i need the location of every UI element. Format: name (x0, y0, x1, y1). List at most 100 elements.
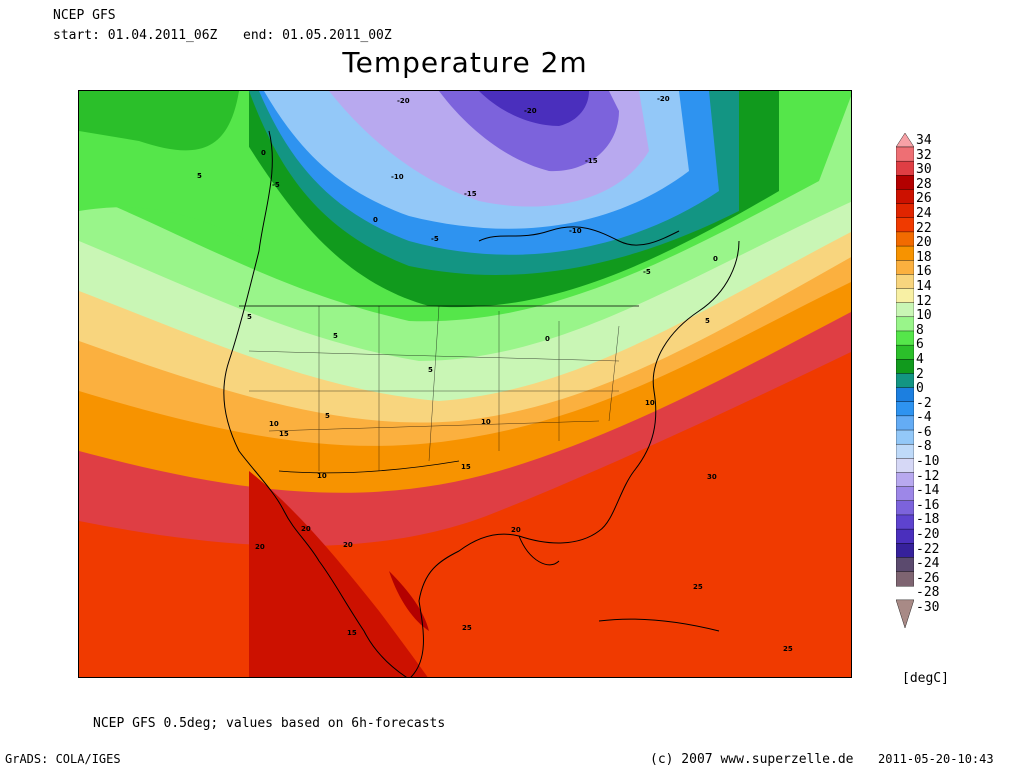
colorbar-label: 20 (916, 235, 932, 251)
colorbar-label: -8 (916, 439, 932, 455)
colorbar-label: 30 (916, 162, 932, 178)
contour-label: -10 (391, 173, 404, 181)
colorbar-label: -12 (916, 468, 940, 484)
contour-label: -10 (569, 227, 582, 235)
band-mexico-28 (389, 571, 429, 631)
contour-label: 5 (197, 172, 202, 180)
software-credit: GrADS: COLA/IGES (5, 752, 121, 766)
contour-label: 10 (269, 420, 279, 428)
colorbar-label: 24 (916, 205, 932, 221)
hudson-bay-coast (478, 226, 680, 246)
copyright: (c) 2007 www.superzelle.de (650, 752, 854, 767)
contour-label: 5 (333, 332, 338, 340)
contour-label: 10 (317, 472, 327, 480)
colorbar-swatch (896, 302, 914, 318)
colorbar-swatch (896, 415, 914, 431)
colorbar-label: -6 (916, 424, 932, 440)
contour-label: 0 (261, 149, 266, 157)
pacific-coast (223, 130, 407, 677)
colorbar-label: 6 (916, 337, 924, 353)
colorbar-swatch (896, 514, 914, 530)
colorbar-label: 4 (916, 351, 924, 367)
contour-label: 10 (481, 418, 491, 426)
colorbar-swatch (896, 189, 914, 205)
colorbar (896, 133, 914, 628)
colorbar-label: 0 (916, 381, 924, 397)
colorbar-swatch (896, 571, 914, 587)
colorbar-label: 8 (916, 322, 924, 338)
contour-label: 5 (247, 313, 252, 321)
colorbar-swatch (896, 203, 914, 219)
contour-label: -20 (397, 97, 410, 105)
contour-label: 30 (707, 473, 717, 481)
start-time: start: 01.04.2011_06Z (53, 28, 218, 43)
units-label: [degC] (902, 671, 949, 686)
colorbar-swatch (896, 146, 914, 162)
colorbar-swatch (896, 458, 914, 474)
contour-label: 25 (462, 624, 472, 632)
contour-labels: -20 -20 -20 -15 -15 -10 -10 -5 -5 -5 0 0… (197, 95, 793, 653)
colorbar-label: -14 (916, 483, 940, 499)
colorbar-label: 10 (916, 308, 932, 324)
state-borders-vertical (318, 305, 620, 471)
colorbar-label: 26 (916, 191, 932, 207)
colorbar-swatch (896, 486, 914, 502)
contour-label: -5 (272, 181, 280, 189)
colorbar-label: -26 (916, 570, 940, 586)
colorbar-label: -4 (916, 410, 932, 426)
contour-label: 25 (693, 583, 703, 591)
contour-label: 15 (279, 430, 289, 438)
contour-label: 20 (255, 543, 265, 551)
colorbar-swatch (896, 217, 914, 233)
colorbar-label: -30 (916, 600, 940, 615)
colorbar-swatch (896, 528, 914, 544)
contour-label: 10 (645, 399, 655, 407)
timestamp: 2011-05-20-10:43 (878, 752, 994, 766)
colorbar-label: 2 (916, 366, 924, 382)
contour-label: 15 (461, 463, 471, 471)
band-pacific-4 (79, 91, 239, 151)
colorbar-label: 22 (916, 220, 932, 236)
map-title: Temperature 2m (342, 46, 588, 79)
colorbar-swatch (896, 288, 914, 304)
colorbar-swatch (896, 175, 914, 191)
colorbar-label: -2 (916, 395, 932, 411)
colorbar-label: 16 (916, 264, 932, 280)
colorbar-label: -24 (916, 556, 940, 572)
contour-label: -5 (643, 268, 651, 276)
colorbar-label: 34 (916, 133, 932, 148)
colorbar-swatch (896, 472, 914, 488)
colorbar-label: -16 (916, 497, 940, 513)
colorbar-swatch (896, 387, 914, 403)
colorbar-swatch (896, 401, 914, 417)
contour-label: 0 (373, 216, 378, 224)
end-time: end: 01.05.2011_00Z (243, 28, 392, 43)
band-minus-22 (479, 91, 589, 126)
colorbar-label: 14 (916, 278, 932, 294)
colorbar-label: -20 (916, 527, 940, 543)
temperature-map-svg: -20 -20 -20 -15 -15 -10 -10 -5 -5 -5 0 0… (79, 91, 851, 677)
colorbar-swatch (896, 316, 914, 332)
us-mexico-border (278, 460, 460, 474)
colorbar-swatch (896, 260, 914, 276)
contour-label: 5 (428, 366, 433, 374)
colorbar-swatch (896, 543, 914, 559)
gulf-atlantic-coast (410, 240, 740, 677)
colorbar-swatch (896, 274, 914, 290)
colorbar-label: -10 (916, 454, 940, 470)
contour-label: 0 (545, 335, 550, 343)
contour-label: 15 (347, 629, 357, 637)
contour-label: -15 (464, 190, 477, 198)
colorbar-label: 32 (916, 147, 932, 163)
colorbar-swatch (896, 373, 914, 389)
state-borders (248, 305, 620, 471)
contour-label: 5 (705, 317, 710, 325)
colorbar-label: -22 (916, 541, 940, 557)
contour-label: -20 (524, 107, 537, 115)
colorbar-label: 12 (916, 293, 932, 309)
contour-label: 25 (783, 645, 793, 653)
florida-coast (518, 535, 560, 566)
colorbar-swatch (896, 443, 914, 460)
model-name: NCEP GFS (53, 8, 116, 23)
contour-label: 20 (301, 525, 311, 533)
